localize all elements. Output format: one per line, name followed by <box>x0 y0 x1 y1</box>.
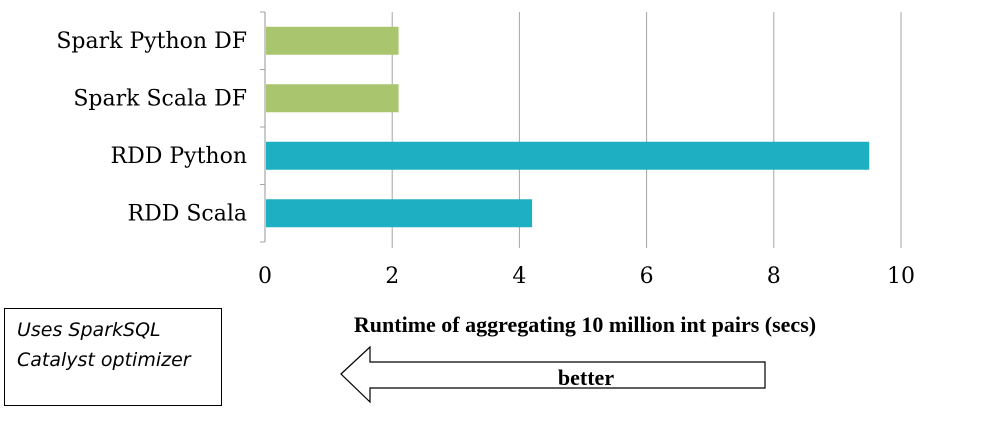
better-label: better <box>558 365 614 390</box>
bar <box>266 84 399 113</box>
bar <box>266 26 399 55</box>
note-line-1: Uses SparkSQL <box>17 319 161 341</box>
note-box: Uses SparkSQL Catalyst optimizer <box>4 308 222 406</box>
x-tick-label: 8 <box>767 264 781 289</box>
category-label: Spark Scala DF <box>73 86 247 111</box>
x-tick-label: 6 <box>640 264 654 289</box>
x-tick-label: 4 <box>512 264 526 289</box>
better-arrow <box>340 345 766 404</box>
x-tick-labels: 0 2 4 6 8 10 <box>258 264 915 289</box>
x-tick-label: 2 <box>385 264 399 289</box>
x-tick-label: 0 <box>258 264 272 289</box>
category-label: Spark Python DF <box>56 29 247 54</box>
category-label: RDD Python <box>111 144 248 169</box>
category-ticks <box>260 11 265 243</box>
bar <box>266 199 533 228</box>
bars <box>266 26 870 228</box>
category-label: RDD Scala <box>128 201 248 226</box>
x-axis-label: Runtime of aggregating 10 million int pa… <box>354 312 816 337</box>
bar <box>266 141 870 170</box>
note-line-2: Catalyst optimizer <box>17 349 191 371</box>
x-tick-label: 10 <box>887 264 915 289</box>
category-labels: Spark Python DF Spark Scala DF RDD Python R… <box>56 29 247 227</box>
